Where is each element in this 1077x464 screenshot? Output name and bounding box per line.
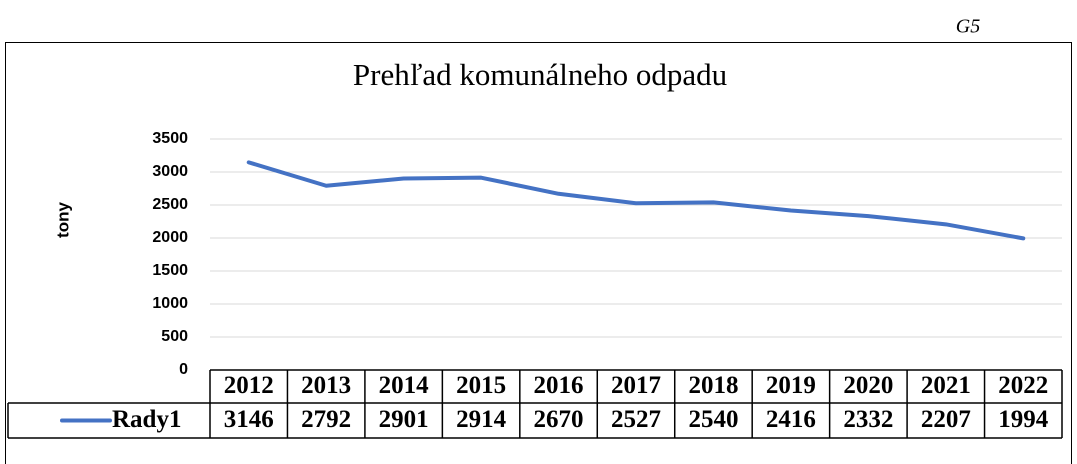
table-value: 2332 [843, 406, 893, 433]
x-tick-label: 2022 [998, 372, 1048, 399]
x-tick-label: 2012 [224, 372, 274, 399]
table-value: 2527 [611, 406, 661, 433]
x-tick-label: 2015 [456, 372, 506, 399]
y-tick-label: 3500 [152, 130, 188, 147]
table-value: 1994 [998, 406, 1049, 433]
y-tick-label: 1000 [152, 295, 188, 312]
table-value: 2416 [766, 406, 816, 433]
table-value: 2792 [301, 406, 351, 433]
x-tick-label: 2013 [301, 372, 351, 399]
y-tick-label: 2000 [152, 229, 188, 246]
x-tick-label: 2014 [379, 372, 430, 399]
y-tick-label: 0 [179, 361, 188, 378]
x-tick-label: 2020 [843, 372, 893, 399]
y-tick-label: 2500 [152, 196, 188, 213]
y-tick-label: 3000 [152, 163, 188, 180]
x-tick-label: 2021 [921, 372, 971, 399]
y-tick-label: 1500 [152, 262, 188, 279]
chart-border [5, 42, 1072, 464]
table-value: 2914 [456, 406, 507, 433]
chart-title: Prehľad komunálneho odpadu [353, 57, 727, 92]
y-tick-label: 500 [161, 328, 188, 345]
table-value: 2901 [379, 406, 429, 433]
table-value: 2207 [921, 406, 971, 433]
x-tick-label: 2019 [766, 372, 816, 399]
table-value: 2540 [688, 406, 738, 433]
table-value: 2670 [534, 406, 584, 433]
legend-label: Rady1 [112, 406, 181, 433]
x-tick-label: 2017 [611, 372, 661, 399]
page-label: G5 [956, 16, 980, 38]
line-series [246, 160, 1026, 241]
x-tick-label: 2016 [534, 372, 584, 399]
y-axis-label: tony [53, 202, 72, 238]
x-tick-label: 2018 [688, 372, 738, 399]
table-value: 3146 [224, 406, 274, 433]
